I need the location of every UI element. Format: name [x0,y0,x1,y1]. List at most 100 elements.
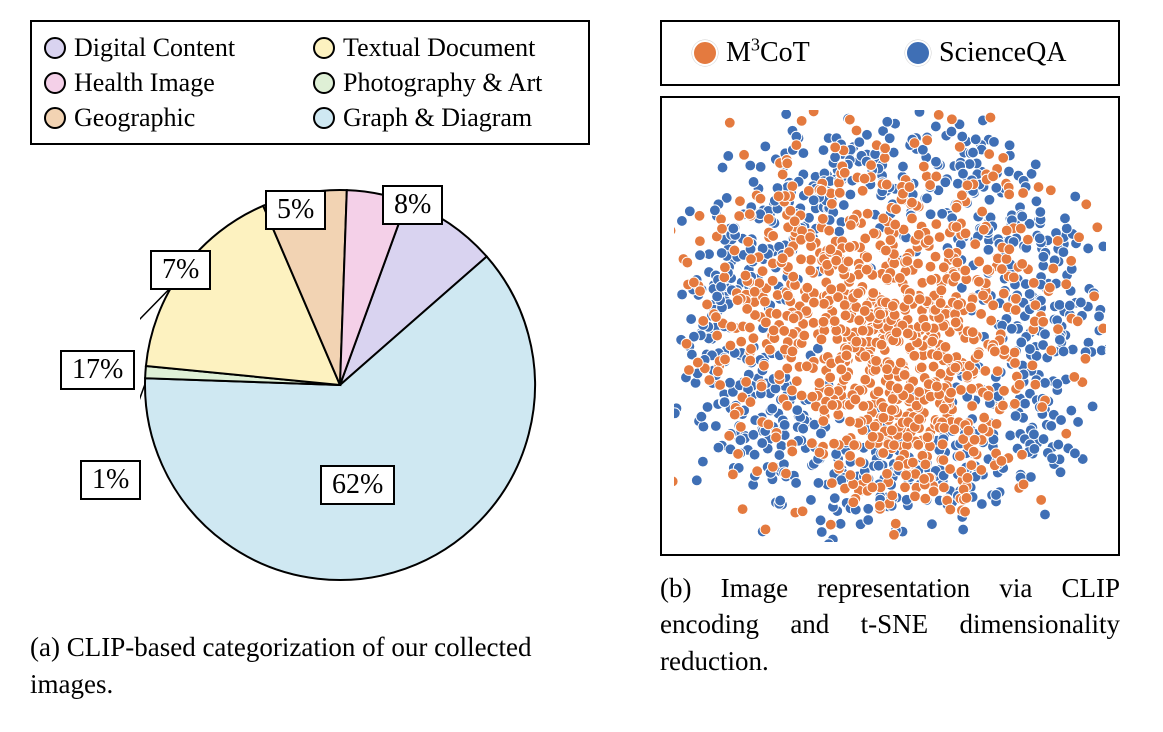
scatter-point [723,150,734,161]
scatter-point [925,209,936,220]
scatter-point [881,179,892,190]
scatter-point [684,364,695,375]
scatter-point [749,286,760,297]
legend-swatch [44,72,66,94]
legend-item: Geographic [44,100,307,135]
scatter-point [698,315,709,326]
scatter-point [777,169,788,180]
scatter-point [791,140,802,151]
scatter-point [998,400,1009,411]
pie-legend: Digital ContentTextual DocumentHealth Im… [30,20,590,145]
scatter-point [805,265,816,276]
scatter-point [826,198,837,209]
scatter-point [1058,346,1069,357]
scatter-point [825,519,836,530]
scatter-point [958,524,969,535]
scatter-point [736,336,747,347]
figure: Digital ContentTextual DocumentHealth Im… [20,20,1143,702]
scatter-point [824,225,835,236]
scatter-point [904,181,915,192]
scatter-point [809,297,820,308]
scatter-point [887,425,898,436]
scatter-point [992,366,1003,377]
scatter-point [894,272,905,283]
scatter-point [1010,410,1021,421]
scatter-point [771,308,782,319]
scatter-point [831,325,842,336]
scatter-point [737,504,748,515]
scatter-point [938,262,949,273]
scatter-point [968,147,979,158]
scatter-point [1017,449,1028,460]
scatter-point [729,409,740,420]
scatter-point [690,377,701,388]
scatter-point [913,258,924,269]
scatter-point [921,321,932,332]
legend-swatch [44,107,66,129]
scatter-point [764,344,775,355]
scatter-point [1083,243,1094,254]
scatter-point [869,421,880,432]
scatter-point [695,236,706,247]
scatter-point [954,450,965,461]
scatter-point [952,257,963,268]
scatter-point [853,288,864,299]
scatter-point [976,308,987,319]
scatter-point [976,464,987,475]
scatter-point [796,115,807,126]
scatter-point [863,503,874,514]
scatter-point [805,254,816,265]
scatter-point [1052,378,1063,389]
scatter-point [909,350,920,361]
scatter-point [834,226,845,237]
scatter-point [1016,337,1027,348]
scatter-point [1066,405,1077,416]
scatter-point [998,152,1009,163]
scatter-point [925,179,936,190]
scatter-point [697,456,708,467]
scatter-point [1080,353,1091,364]
scatter-point [891,327,902,338]
scatter-point [970,134,981,145]
scatter-point [696,411,707,422]
legend-label: Health Image [74,65,215,100]
scatter-point [768,325,779,336]
scatter-point [746,343,757,354]
scatter-point [930,251,941,262]
scatter-point [907,457,918,468]
scatter-point [843,256,854,267]
scatter-point [938,455,949,466]
scatter-point [891,204,902,215]
scatter-point [1001,253,1012,264]
scatter-point [745,322,756,333]
scatter-point [826,478,837,489]
scatter-point [898,161,909,172]
scatter-point [839,167,850,178]
scatter-point [748,429,759,440]
scatter-point [1008,272,1019,283]
scatter-point [939,422,950,433]
scatter-point [757,266,768,277]
scatter-point [716,247,727,258]
pie-pct-label: 62% [320,465,395,505]
scatter-point [848,497,859,508]
scatter-point [868,287,879,298]
scatter-point [980,365,991,376]
scatter-point [824,386,835,397]
scatter-point [805,232,816,243]
scatter-point [903,294,914,305]
scatter-point [946,114,957,125]
scatter-point [935,297,946,308]
scatter-point [999,344,1010,355]
scatter-point [818,145,829,156]
scatter-point [1035,206,1046,217]
scatter-point [963,425,974,436]
scatter-point [717,162,728,173]
scatter-point [1044,282,1055,293]
scatter-point [1033,181,1044,192]
scatter-point [1060,213,1071,224]
scatter-point [841,350,852,361]
scatter-point [934,232,945,243]
scatter-point [829,493,840,504]
scatter-point [692,357,703,368]
